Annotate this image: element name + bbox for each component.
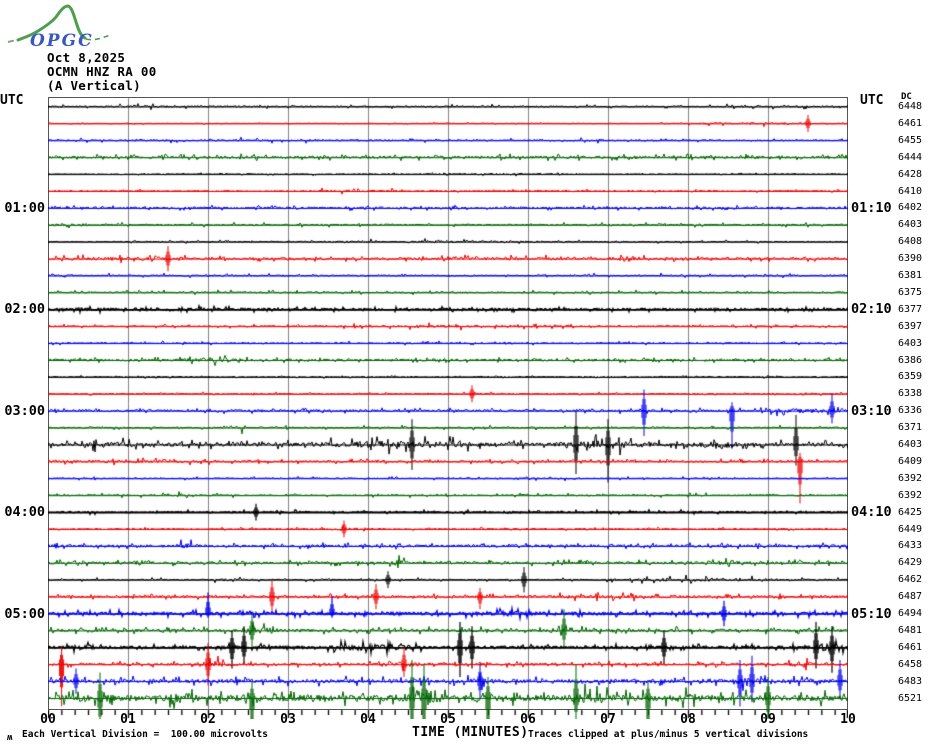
footer-clip-note: Traces clipped at plus/minus 5 vertical … xyxy=(528,729,809,740)
left-time-label: 03:00 xyxy=(4,402,45,419)
dc-value: 6377 xyxy=(898,303,923,315)
dc-value: 6487 xyxy=(898,591,923,603)
right-time-label: 03:10 xyxy=(851,402,892,419)
dc-value: 6481 xyxy=(898,624,923,636)
dc-value: 6461 xyxy=(898,117,923,129)
x-axis-label: 01 xyxy=(120,712,136,727)
dc-value: 6428 xyxy=(898,168,923,180)
dc-value: 6433 xyxy=(898,540,923,552)
dc-value: 6338 xyxy=(898,388,923,400)
x-axis-label: 04 xyxy=(360,712,376,727)
dc-value: 6462 xyxy=(898,574,923,586)
dc-value: 6402 xyxy=(898,202,923,214)
x-axis-label: 00 xyxy=(40,712,56,727)
x-axis-label: 07 xyxy=(600,712,616,727)
dc-value: 6410 xyxy=(898,185,923,197)
dc-value: 6409 xyxy=(898,455,923,467)
dc-value: 6403 xyxy=(898,219,923,231)
header-component: (A Vertical) xyxy=(47,78,141,93)
dc-value: 6390 xyxy=(898,253,923,265)
dc-value: 6458 xyxy=(898,658,923,670)
dc-value: 6403 xyxy=(898,337,923,349)
dc-value: 6461 xyxy=(898,641,923,653)
right-time-label: 02:10 xyxy=(851,301,892,318)
x-axis-title: TIME (MINUTES) xyxy=(412,725,529,740)
logo-dash-right-icon xyxy=(85,34,111,41)
x-axis-label: 10 xyxy=(840,712,856,727)
logo-peak-icon xyxy=(16,4,87,42)
x-axis-label: 08 xyxy=(680,712,696,727)
left-time-label: 04:00 xyxy=(4,504,45,521)
header-date: Oct 8,2025 xyxy=(47,50,126,65)
x-axis-label: 02 xyxy=(200,712,216,727)
x-axis-label: 09 xyxy=(760,712,776,727)
dc-value: 6429 xyxy=(898,557,923,569)
dc-value: 6408 xyxy=(898,236,923,248)
dc-value: 6444 xyxy=(898,151,923,163)
dc-value: 6397 xyxy=(898,320,923,332)
dc-value: 6392 xyxy=(898,489,923,501)
dc-value: 6521 xyxy=(898,692,923,704)
logo-text: OPGC xyxy=(30,31,94,51)
right-time-label: 04:10 xyxy=(851,504,892,521)
dc-value: 6494 xyxy=(898,608,923,619)
dc-value: 6359 xyxy=(898,371,923,383)
dc-value: 6425 xyxy=(898,506,923,518)
dc-value: 6403 xyxy=(898,439,923,450)
header-station: OCMN HNZ RA 00 xyxy=(47,64,157,79)
right-time-label: 01:10 xyxy=(851,199,892,216)
dc-value: 6375 xyxy=(898,286,923,298)
footer-scale-note: Each Vertical Division = 100.00 microvol… xyxy=(22,729,268,740)
dc-value: 6449 xyxy=(898,523,923,535)
left-time-label: 01:00 xyxy=(4,199,45,216)
x-axis-label: 05 xyxy=(440,712,456,727)
dc-value: 6336 xyxy=(898,405,923,417)
dc-value: 6392 xyxy=(898,472,923,484)
dc-value: 6381 xyxy=(898,270,923,281)
left-time-label: 05:00 xyxy=(4,605,45,622)
opgc-logo: OPGC xyxy=(7,4,111,51)
dc-value: 6483 xyxy=(898,675,923,687)
dc-value: 6386 xyxy=(898,354,923,366)
seismogram-canvas xyxy=(48,97,848,719)
dc-value: 6448 xyxy=(898,101,923,112)
right-time-label: 05:10 xyxy=(851,605,892,622)
dc-value: 6371 xyxy=(898,422,923,434)
dc-column-header: DC xyxy=(901,92,912,102)
dc-value: 6455 xyxy=(898,134,923,146)
utc-axis-title-right: UTC xyxy=(860,93,884,108)
waveform-glyph-icon: ʍ xyxy=(7,733,13,743)
x-axis-label: 03 xyxy=(280,712,296,727)
utc-axis-title-left: UTC xyxy=(0,93,24,108)
x-axis-label: 06 xyxy=(520,712,536,727)
left-time-label: 02:00 xyxy=(4,301,45,318)
